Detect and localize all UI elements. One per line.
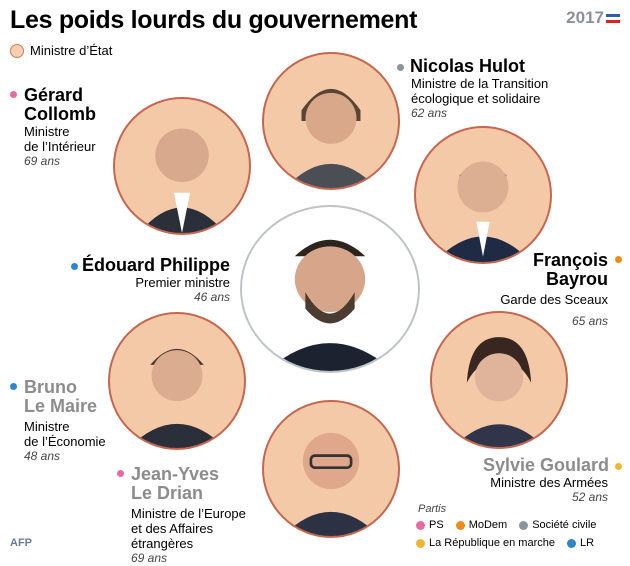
name-line1: Édouard Philippe [81, 255, 230, 275]
party-label-modem: MoDem [468, 519, 508, 531]
minister-name: Édouard Philippe [40, 256, 230, 275]
party-dot-societe-civile [519, 520, 529, 530]
minister-role: Ministre de l’Europe et des Affaires étr… [117, 506, 277, 551]
minister-age: 62 ans [411, 106, 448, 120]
party-dot-modem [455, 520, 465, 530]
state-minister-legend: Ministre d’État [10, 43, 112, 58]
party-dot [70, 262, 78, 270]
minister-francois-bayrou: François Bayrou Garde des Sceaux 65 ans [470, 251, 622, 329]
minister-name: François Bayrou [470, 251, 622, 289]
parties-legend-row1: PS MoDem Société civile [416, 519, 596, 531]
portrait-nicolas-hulot [262, 52, 400, 190]
minister-name: Bruno Le Maire [10, 378, 110, 416]
minister-bruno-le-maire: Bruno Le Maire Ministre de l’Économie 48… [10, 378, 110, 464]
portrait-gerard-collomb [113, 97, 251, 235]
state-minister-label: Ministre d’État [30, 43, 113, 58]
party-dot [117, 470, 124, 477]
portrait-bruno-le-maire [108, 312, 246, 450]
party-dot-ps [416, 520, 425, 530]
minister-role: Ministre de l’Intérieur [10, 124, 120, 154]
afp-logo: AFP [10, 537, 32, 549]
party-dot [10, 91, 17, 98]
name-line2: Le Maire [24, 396, 98, 416]
minister-age: 65 ans [571, 314, 608, 328]
minister-age: 48 ans [24, 449, 61, 463]
name-line2: Bayrou [545, 269, 608, 289]
minister-role: Ministre de la Transition écologique et … [397, 76, 587, 106]
party-label-lrem: La République en marche [429, 537, 555, 549]
name-line1: Sylvie Goulard [482, 455, 609, 475]
party-dot-lrem [416, 538, 425, 548]
name-line1: Jean-Yves [131, 464, 220, 484]
minister-age: 69 ans [24, 154, 61, 168]
role-line2: de l’Intérieur [24, 139, 96, 154]
parties-legend-title: Partis [418, 503, 447, 515]
minister-sylvie-goulard: Sylvie Goulard Ministre des Armées 52 an… [440, 456, 622, 505]
flag-icon [606, 14, 620, 23]
parties-legend-row2: La République en marche LR [416, 537, 594, 549]
party-label-societe-civile: Société civile [532, 519, 597, 531]
election-2017-logo: 2017 [566, 8, 620, 28]
credit-label: AFP [10, 537, 32, 549]
party-label-lr: LR [579, 537, 595, 549]
role-line1: Ministre de l’Europe [131, 506, 246, 521]
role-line1: Ministre [24, 124, 70, 139]
portrait-jean-yves-le-drian [262, 400, 400, 538]
name-line1: Gérard [24, 85, 84, 105]
party-dot [397, 63, 404, 71]
minister-age: 46 ans [193, 290, 230, 304]
minister-name: Gérard Collomb [10, 86, 120, 124]
role-line2: écologique et solidaire [411, 91, 541, 106]
portrait-edouard-philippe [240, 205, 420, 373]
minister-nicolas-hulot: Nicolas Hulot Ministre de la Transition … [397, 57, 587, 121]
role-line2: et des Affaires étrangères [131, 521, 214, 551]
minister-age: 52 ans [571, 490, 608, 504]
party-dot [615, 462, 622, 470]
name-line1: Bruno [24, 377, 77, 397]
party-dot [615, 256, 622, 263]
name-line1: François [532, 250, 608, 270]
minister-role: Premier ministre [135, 275, 230, 290]
minister-name: Sylvie Goulard [440, 456, 622, 475]
party-dot [10, 383, 17, 390]
logo-text: 2017 [566, 8, 604, 27]
portrait-francois-bayrou [414, 126, 552, 264]
minister-name: Jean-Yves Le Drian [117, 465, 277, 503]
minister-jean-yves-le-drian: Jean-Yves Le Drian Ministre de l’Europe … [117, 465, 277, 566]
minister-role: Ministre de l’Économie [10, 419, 110, 449]
portrait-sylvie-goulard [430, 311, 568, 449]
state-minister-swatch [10, 43, 24, 58]
minister-edouard-philippe: Édouard Philippe Premier ministre 46 ans [40, 256, 230, 305]
minister-gerard-collomb: Gérard Collomb Ministre de l’Intérieur 6… [10, 86, 120, 169]
role-line1: Ministre [24, 419, 70, 434]
minister-role: Garde des Sceaux [500, 292, 608, 307]
name-line2: Le Drian [131, 483, 204, 503]
name-line1: Nicolas Hulot [410, 56, 526, 76]
role-line2: de l’Économie [24, 434, 106, 449]
role-line1: Ministre de la Transition [411, 76, 549, 91]
party-label-ps: PS [429, 519, 444, 531]
party-dot-lr [566, 538, 576, 548]
minister-name: Nicolas Hulot [397, 57, 587, 76]
page-title: Les poids lourds du gouvernement [10, 6, 418, 34]
minister-role: Ministre des Armées [490, 475, 608, 490]
name-line2: Collomb [24, 104, 96, 124]
